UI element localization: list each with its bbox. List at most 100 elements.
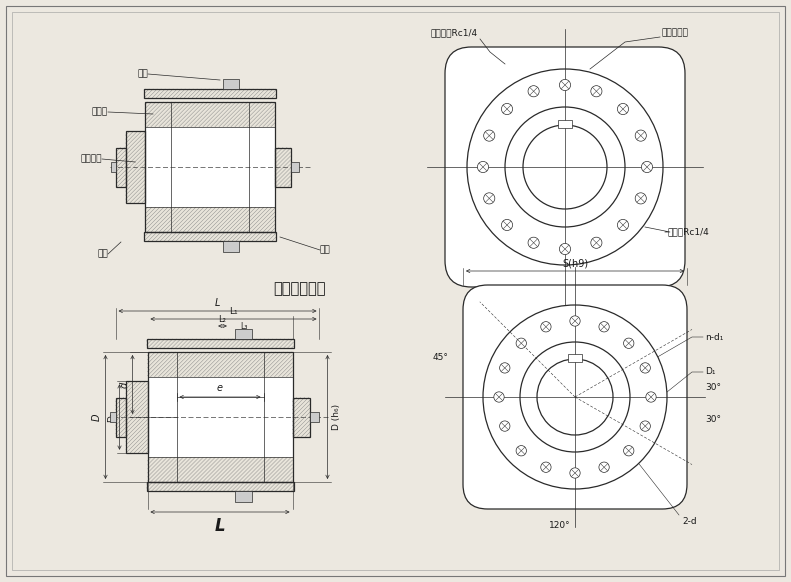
Bar (146, 339, 293, 348)
Text: D₁: D₁ (705, 367, 716, 377)
Circle shape (541, 322, 551, 332)
Bar (116, 147, 126, 186)
Circle shape (570, 316, 580, 326)
Text: 外套: 外套 (138, 69, 148, 79)
Circle shape (635, 130, 646, 141)
Circle shape (483, 305, 667, 489)
Bar (145, 127, 275, 207)
Bar (146, 339, 293, 348)
Bar (147, 457, 293, 482)
Circle shape (599, 322, 609, 332)
Bar (290, 162, 299, 172)
Bar (126, 132, 145, 203)
Bar (145, 102, 275, 127)
Text: e: e (217, 383, 223, 393)
Bar (126, 132, 145, 203)
Bar (223, 79, 239, 89)
Bar (558, 120, 573, 129)
Text: 联轴器结构图: 联轴器结构图 (274, 282, 326, 296)
Bar (235, 329, 252, 339)
Bar (145, 207, 275, 232)
Text: D: D (92, 413, 101, 421)
Text: n-d₁: n-d₁ (705, 332, 724, 342)
Circle shape (623, 338, 634, 349)
Text: d: d (119, 381, 130, 388)
Circle shape (559, 79, 570, 91)
Text: L₃: L₃ (240, 322, 248, 331)
Bar (223, 241, 239, 251)
FancyBboxPatch shape (463, 285, 687, 509)
Bar (275, 147, 290, 186)
Text: 外盖: 外盖 (97, 250, 108, 258)
Circle shape (618, 104, 629, 115)
Text: 2-d: 2-d (682, 517, 697, 526)
Circle shape (618, 219, 629, 230)
Circle shape (559, 243, 570, 254)
Circle shape (570, 468, 580, 478)
Circle shape (523, 125, 607, 209)
Circle shape (478, 161, 489, 173)
Bar (111, 162, 116, 172)
Circle shape (528, 237, 539, 249)
Circle shape (500, 363, 510, 373)
Bar (310, 412, 320, 422)
Circle shape (467, 69, 663, 265)
Text: 30°: 30° (705, 414, 721, 424)
Text: D (h₆): D (h₆) (332, 404, 342, 430)
Text: 透气孔Rc1/4: 透气孔Rc1/4 (667, 228, 709, 236)
Circle shape (483, 193, 495, 204)
Bar (115, 398, 126, 436)
Bar (293, 398, 310, 436)
Bar (144, 232, 276, 241)
Circle shape (640, 421, 650, 431)
Text: 半联轴节: 半联轴节 (81, 154, 102, 164)
Circle shape (516, 338, 527, 349)
Text: 承载环: 承载环 (92, 108, 108, 116)
Text: 定位零圈针: 定位零圈针 (662, 28, 689, 37)
Circle shape (516, 446, 527, 456)
Text: L₂: L₂ (218, 315, 226, 324)
Text: L: L (214, 517, 225, 535)
Bar (275, 147, 290, 186)
FancyBboxPatch shape (445, 47, 685, 287)
Circle shape (500, 421, 510, 431)
Circle shape (640, 363, 650, 373)
Circle shape (599, 462, 609, 473)
Bar (109, 412, 115, 422)
Circle shape (501, 219, 513, 230)
Bar (126, 381, 147, 453)
Text: 内盖: 内盖 (320, 246, 331, 254)
Bar (116, 147, 126, 186)
Circle shape (537, 359, 613, 435)
Bar (569, 354, 581, 362)
Circle shape (645, 392, 657, 402)
Bar (126, 381, 147, 453)
Text: 120°: 120° (549, 521, 571, 530)
Bar (144, 232, 276, 241)
Text: D₁: D₁ (108, 411, 116, 423)
Circle shape (483, 130, 495, 141)
Circle shape (501, 104, 513, 115)
Text: S(h9): S(h9) (562, 258, 588, 268)
Bar (146, 482, 293, 491)
Bar (145, 102, 275, 232)
Circle shape (494, 392, 504, 402)
Circle shape (541, 462, 551, 473)
Circle shape (528, 86, 539, 97)
Circle shape (591, 237, 602, 249)
Bar (144, 89, 276, 98)
Text: L₁: L₁ (229, 307, 238, 316)
Bar (144, 89, 276, 98)
Circle shape (642, 161, 653, 173)
Bar (147, 352, 293, 482)
Bar (115, 398, 126, 436)
Circle shape (520, 342, 630, 452)
Bar (147, 377, 293, 457)
Circle shape (623, 446, 634, 456)
Text: 45°: 45° (432, 353, 448, 361)
Bar (146, 482, 293, 491)
Text: L: L (215, 298, 220, 308)
Text: 30°: 30° (705, 382, 721, 392)
Text: 润滑油孔Rc1/4: 润滑油孔Rc1/4 (431, 28, 478, 37)
Bar (235, 491, 252, 502)
